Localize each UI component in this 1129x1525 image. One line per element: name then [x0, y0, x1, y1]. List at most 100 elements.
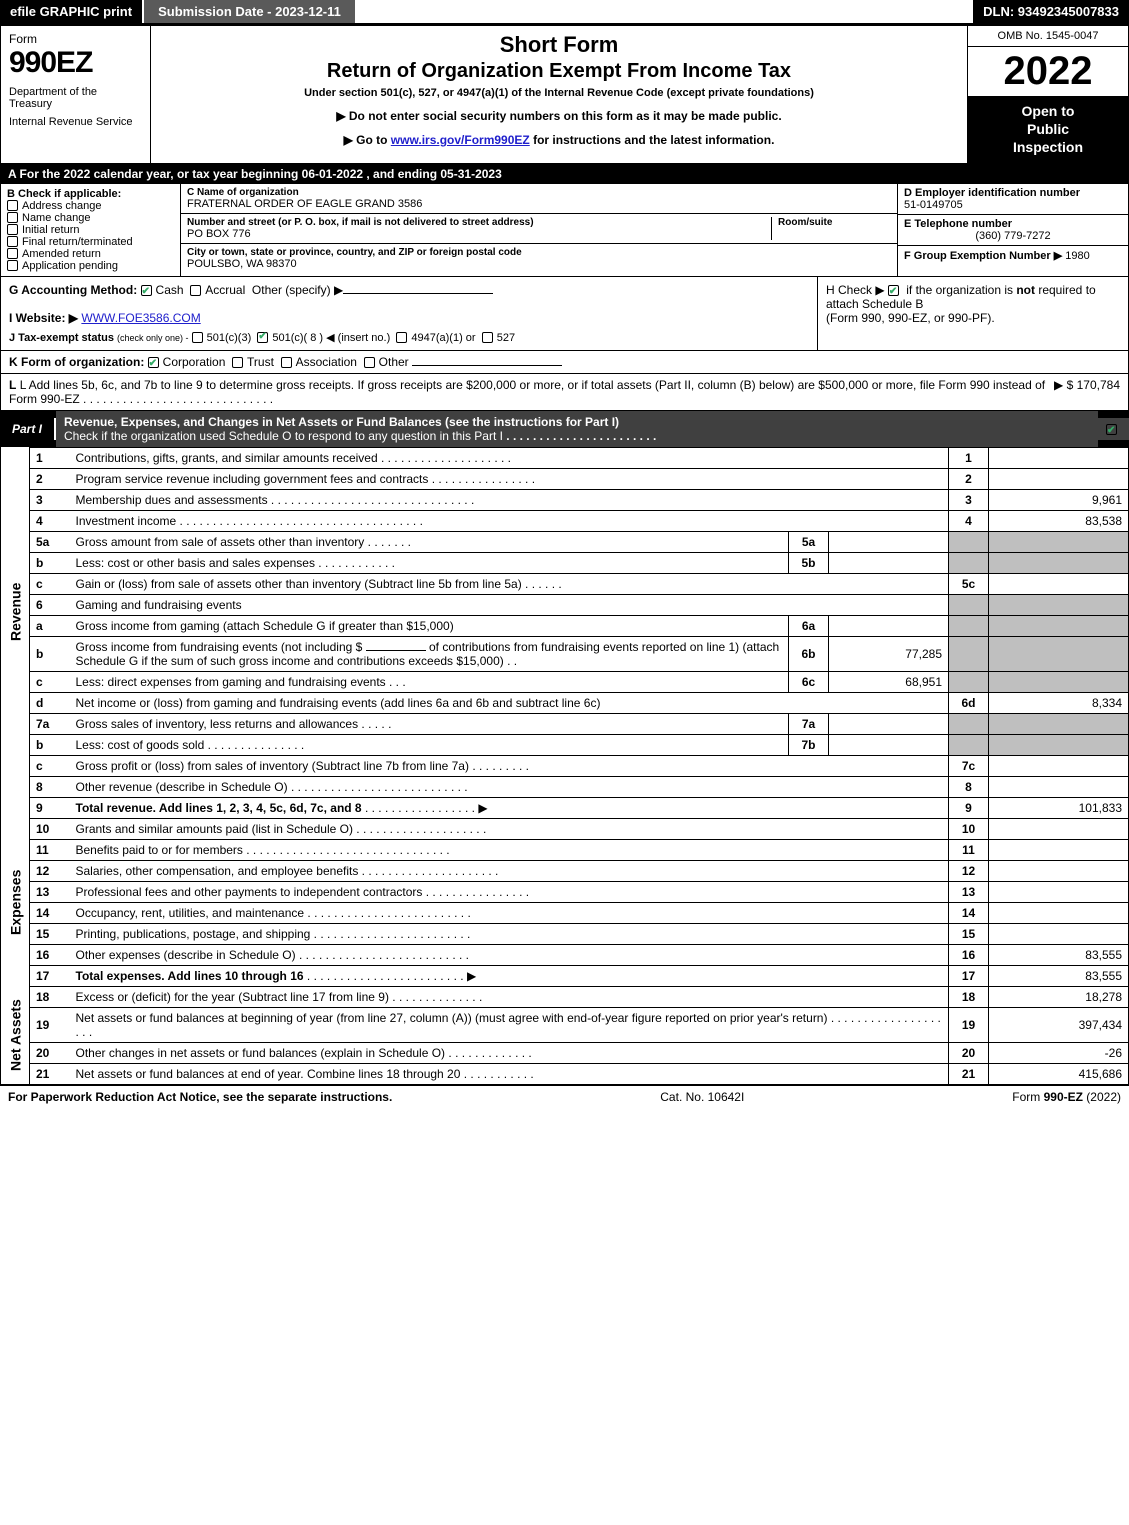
- line-box: 6d: [949, 692, 989, 713]
- line-num: c: [30, 755, 70, 776]
- line-20: 20 Other changes in net assets or fund b…: [1, 1042, 1129, 1063]
- line-desc: Benefits paid to or for members: [76, 843, 243, 857]
- open-line3: Inspection: [1013, 139, 1083, 155]
- part1-tab: Part I: [0, 418, 56, 440]
- website-link[interactable]: WWW.FOE3586.COM: [81, 311, 200, 325]
- j-4947: 4947(a)(1) or: [411, 332, 475, 344]
- subtitle: Under section 501(c), 527, or 4947(a)(1)…: [161, 87, 957, 99]
- check-corp[interactable]: [148, 357, 159, 368]
- tax-year: 2022: [968, 47, 1128, 96]
- grey-cell: [949, 531, 989, 552]
- check-schedule-b[interactable]: [888, 285, 899, 296]
- line-18: Net Assets 18 Excess or (deficit) for th…: [1, 986, 1129, 1007]
- line-desc: Net assets or fund balances at beginning…: [76, 1011, 828, 1025]
- line-desc: Contributions, gifts, grants, and simila…: [76, 451, 378, 465]
- footer-right: Form 990-EZ (2022): [1012, 1090, 1121, 1104]
- subline-amount: [829, 615, 949, 636]
- line-desc: Gross income from fundraising events (no…: [76, 640, 363, 654]
- footer-form-pre: Form: [1012, 1090, 1043, 1104]
- line-desc: Gain or (loss) from sale of assets other…: [76, 577, 522, 591]
- check-527[interactable]: [482, 332, 493, 343]
- check-label: Application pending: [22, 260, 118, 272]
- check-label: Address change: [22, 200, 102, 212]
- check-name-change[interactable]: Name change: [7, 212, 174, 224]
- line-7b: b Less: cost of goods sold . . . . . . .…: [1, 734, 1129, 755]
- subline-box: 5a: [789, 531, 829, 552]
- check-initial-return[interactable]: Initial return: [7, 224, 174, 236]
- org-name-hdr: C Name of organization: [187, 187, 891, 198]
- grey-cell: [949, 615, 989, 636]
- line-num: 19: [30, 1007, 70, 1042]
- line-desc: Occupancy, rent, utilities, and maintena…: [76, 906, 305, 920]
- addr-hdr: Number and street (or P. O. box, if mail…: [187, 217, 771, 228]
- grey-cell: [989, 594, 1129, 615]
- part1-schedule-o-check[interactable]: [1098, 418, 1129, 440]
- line-amount: 8,334: [989, 692, 1129, 713]
- part1-title-wrap: Revenue, Expenses, and Changes in Net As…: [56, 411, 1098, 447]
- group-exemption-row: F Group Exemption Number ▶ 1980: [898, 246, 1128, 265]
- j-sub: (check only one) -: [117, 333, 189, 343]
- check-assoc[interactable]: [281, 357, 292, 368]
- check-amended-return[interactable]: Amended return: [7, 248, 174, 260]
- efile-print-label[interactable]: efile GRAPHIC print: [0, 0, 142, 23]
- open-line1: Open to: [1022, 103, 1075, 119]
- check-trust[interactable]: [232, 357, 243, 368]
- line-amount: [989, 573, 1129, 594]
- irs-link[interactable]: www.irs.gov/Form990EZ: [391, 133, 530, 147]
- line-1: Revenue 1 Contributions, gifts, grants, …: [1, 447, 1129, 468]
- line-amount: 397,434: [989, 1007, 1129, 1042]
- org-addr-row: Number and street (or P. O. box, if mail…: [181, 214, 897, 244]
- warning-ssn: ▶ Do not enter social security numbers o…: [161, 109, 957, 123]
- line-desc: Gross amount from sale of assets other t…: [76, 535, 365, 549]
- line-num: 1: [30, 447, 70, 468]
- line-desc: Total expenses. Add lines 10 through 16: [76, 969, 304, 983]
- check-label: Name change: [22, 212, 91, 224]
- line-amount: 101,833: [989, 797, 1129, 818]
- line-num: b: [30, 734, 70, 755]
- line-12: 12 Salaries, other compensation, and emp…: [1, 860, 1129, 881]
- line-box: 1: [949, 447, 989, 468]
- g-cash: Cash: [156, 283, 184, 297]
- k-other-line: [412, 365, 562, 366]
- sidelabel-expenses: Expenses: [1, 818, 30, 986]
- line-num: b: [30, 636, 70, 671]
- part1-title: Revenue, Expenses, and Changes in Net As…: [64, 415, 619, 429]
- check-4947[interactable]: [396, 332, 407, 343]
- line-num: 9: [30, 797, 70, 818]
- subline-amount: [829, 531, 949, 552]
- line-19: 19 Net assets or fund balances at beginn…: [1, 1007, 1129, 1042]
- line-num: 15: [30, 923, 70, 944]
- check-other[interactable]: [364, 357, 375, 368]
- h-not: not: [1016, 283, 1035, 297]
- line-8: 8 Other revenue (describe in Schedule O)…: [1, 776, 1129, 797]
- line-6: 6 Gaming and fundraising events: [1, 594, 1129, 615]
- line-desc: Less: cost or other basis and sales expe…: [76, 556, 315, 570]
- check-501c3[interactable]: [192, 332, 203, 343]
- check-label: Initial return: [22, 224, 79, 236]
- line-6a: a Gross income from gaming (attach Sched…: [1, 615, 1129, 636]
- check-accrual[interactable]: [190, 285, 201, 296]
- line-15: 15 Printing, publications, postage, and …: [1, 923, 1129, 944]
- check-cash[interactable]: [141, 285, 152, 296]
- check-address-change[interactable]: Address change: [7, 200, 174, 212]
- line-num: 10: [30, 818, 70, 839]
- line-desc: Gross profit or (loss) from sales of inv…: [76, 759, 469, 773]
- line-amount: 83,555: [989, 965, 1129, 986]
- g-label: G Accounting Method:: [9, 283, 137, 297]
- footer-left: For Paperwork Reduction Act Notice, see …: [8, 1090, 392, 1104]
- line-box: 10: [949, 818, 989, 839]
- line-17: 17 Total expenses. Add lines 10 through …: [1, 965, 1129, 986]
- line-num: 5a: [30, 531, 70, 552]
- part1-subtitle: Check if the organization used Schedule …: [64, 429, 503, 443]
- part1-header: Part I Revenue, Expenses, and Changes in…: [0, 411, 1129, 447]
- line-desc: Less: direct expenses from gaming and fu…: [76, 675, 386, 689]
- line-6c: c Less: direct expenses from gaming and …: [1, 671, 1129, 692]
- check-final-return[interactable]: Final return/terminated: [7, 236, 174, 248]
- line-amount: [989, 447, 1129, 468]
- check-501c[interactable]: [257, 332, 268, 343]
- g-other: Other (specify) ▶: [252, 283, 343, 297]
- check-application-pending[interactable]: Application pending: [7, 260, 174, 272]
- line-num: 16: [30, 944, 70, 965]
- line-num: 12: [30, 860, 70, 881]
- k-assoc: Association: [296, 355, 357, 369]
